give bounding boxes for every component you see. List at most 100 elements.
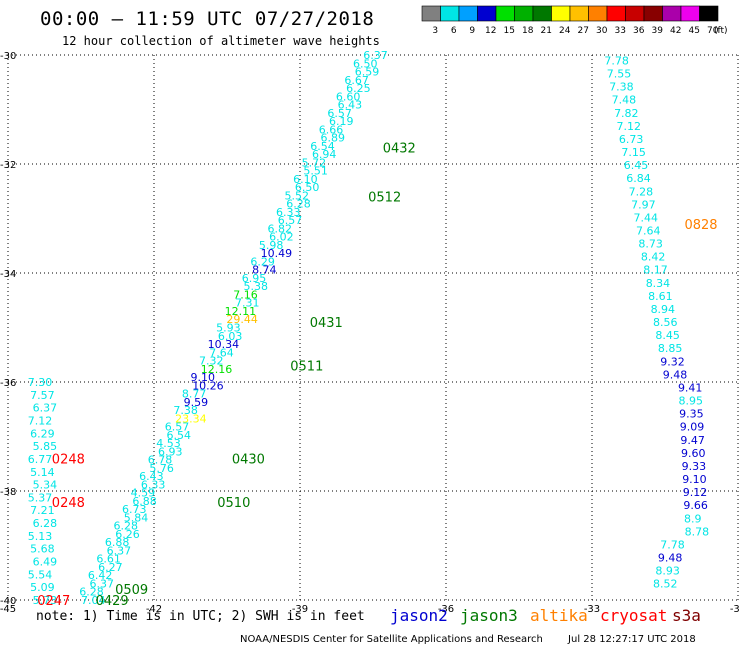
swh-value: 6.19 <box>329 115 354 128</box>
swh-value: 7.82 <box>614 107 639 120</box>
swh-value: 6.37 <box>33 402 58 415</box>
swh-value: 4.59 <box>131 487 156 500</box>
swh-value: 8.93 <box>655 565 680 578</box>
swh-value: 6.57 <box>327 107 352 120</box>
swh-value: 6.95 <box>242 272 267 285</box>
colorbar-label: 12 <box>485 26 496 36</box>
swh-value: 7.12 <box>28 414 53 427</box>
swh-value: 5.37 <box>28 491 53 504</box>
swh-value: 8.17 <box>643 264 668 277</box>
swh-value: 6.73 <box>122 503 146 516</box>
swh-value: 6.28 <box>286 198 311 211</box>
swh-value: 8.74 <box>252 264 277 277</box>
swh-value: 12.11 <box>225 305 257 318</box>
swh-value: 7.31 <box>235 297 259 310</box>
swh-value: 9.10 <box>190 371 215 384</box>
swh-value: 6.59 <box>355 66 380 79</box>
swh-value: 9.60 <box>681 447 706 460</box>
colorbar-label: 24 <box>559 26 571 36</box>
swh-value: 7.64 <box>209 346 234 359</box>
swh-value: 5.85 <box>33 440 58 453</box>
time-label: 0509 <box>115 583 148 598</box>
swh-value: 6.28 <box>33 517 58 530</box>
lon-tick-label: -36 <box>438 604 454 615</box>
swh-value: 7.38 <box>173 404 198 417</box>
colorbar-label: 30 <box>596 26 608 36</box>
swh-value: 5.93 <box>216 322 241 335</box>
swh-value: 6.43 <box>139 470 164 483</box>
swh-value: 9.66 <box>683 499 708 512</box>
swh-value: 5.52 <box>285 189 310 202</box>
swh-value: 5.34 <box>33 479 58 492</box>
lon-tick-label: -42 <box>146 604 162 615</box>
swh-value: 6.25 <box>346 82 371 95</box>
lon-tick-label: -30 <box>730 604 740 615</box>
time-label: 0247 <box>37 594 70 609</box>
swh-value: 6.50 <box>353 57 378 70</box>
swh-value: 8.78 <box>685 525 710 538</box>
swh-value: 7.48 <box>612 94 637 107</box>
time-label: 0511 <box>290 360 323 375</box>
swh-value: 8.42 <box>641 251 666 264</box>
swh-value: 6.28 <box>113 520 138 533</box>
swh-value: 7.21 <box>30 504 54 517</box>
swh-value: 6.61 <box>96 553 121 566</box>
swh-value: 8.94 <box>651 303 676 316</box>
lon-tick-label: -39 <box>292 604 308 615</box>
swh-value: 5.09 <box>30 581 54 594</box>
lat-tick-label: -36 <box>0 378 16 389</box>
swh-value: 10.49 <box>261 247 293 260</box>
swh-value: 8.9 <box>684 512 702 525</box>
legend-altika: altika <box>530 606 588 625</box>
lat-tick-label: -30 <box>0 51 16 62</box>
lat-tick-label: -38 <box>0 487 16 498</box>
swh-value: 6.66 <box>319 123 344 136</box>
swh-value: 5.84 <box>124 511 148 524</box>
time-label: 0512 <box>368 191 401 206</box>
wave-height-colorbar: 3 6 9 12 15 18 21 24 27 30 33 36 39 42 45 70(ft) <box>421 5 728 36</box>
swh-value: 6.54 <box>167 429 192 442</box>
swh-value: 7.97 <box>631 198 656 211</box>
swh-value: 5.98 <box>259 239 284 252</box>
map-title: 00:00 – 11:59 UTC 07/27/2018 <box>40 8 375 30</box>
swh-value: 6.03 <box>218 330 243 343</box>
swh-value: 9.12 <box>683 486 708 499</box>
legend-s3a: s3a <box>672 606 701 625</box>
legend-jason3: jason3 <box>460 606 518 625</box>
swh-value: 7.64 <box>636 224 661 237</box>
swh-value: 7.78 <box>604 54 629 67</box>
swh-value: 8.77 <box>182 388 207 401</box>
swh-value: 9.32 <box>660 355 685 368</box>
swh-value: 7.04 <box>81 594 106 607</box>
swh-value: 5.76 <box>149 462 174 475</box>
swh-value: 5.68 <box>30 543 54 556</box>
time-label: 0248 <box>52 496 85 511</box>
swh-value: 5.51 <box>303 165 328 178</box>
swh-value: 6.33 <box>276 206 301 219</box>
swh-value: 6.29 <box>30 427 54 440</box>
swh-value: 6.02 <box>269 231 294 244</box>
swh-value: 9.33 <box>682 460 707 473</box>
swh-value: 8.52 <box>653 578 678 591</box>
swh-value: 6.88 <box>105 536 130 549</box>
swh-value: 7.30 <box>28 376 53 389</box>
swh-value: 7.55 <box>607 68 632 81</box>
swh-value: 9.10 <box>682 473 707 486</box>
colorbar-label: 27 <box>578 26 589 36</box>
swh-value: 5.54 <box>28 568 53 581</box>
swh-value: 8.61 <box>648 290 673 303</box>
swh-value: 6.33 <box>141 478 166 491</box>
swh-value: 6.29 <box>250 255 275 268</box>
swh-value: 12.16 <box>201 363 233 376</box>
colorbar-label: 3 <box>432 26 438 36</box>
swh-value: 7.44 <box>634 211 659 224</box>
colorbar-label: 42 <box>670 26 681 36</box>
swh-value: 7.12 <box>617 120 642 133</box>
time-label: 0429 <box>96 594 129 609</box>
swh-value: 6.82 <box>267 222 292 235</box>
legend-cryosat: cryosat <box>600 606 668 625</box>
swh-value: 7.16 <box>233 288 258 301</box>
swh-value: 8.85 <box>658 342 683 355</box>
swh-value: 9.48 <box>663 368 688 381</box>
swh-value: 10.34 <box>208 338 240 351</box>
